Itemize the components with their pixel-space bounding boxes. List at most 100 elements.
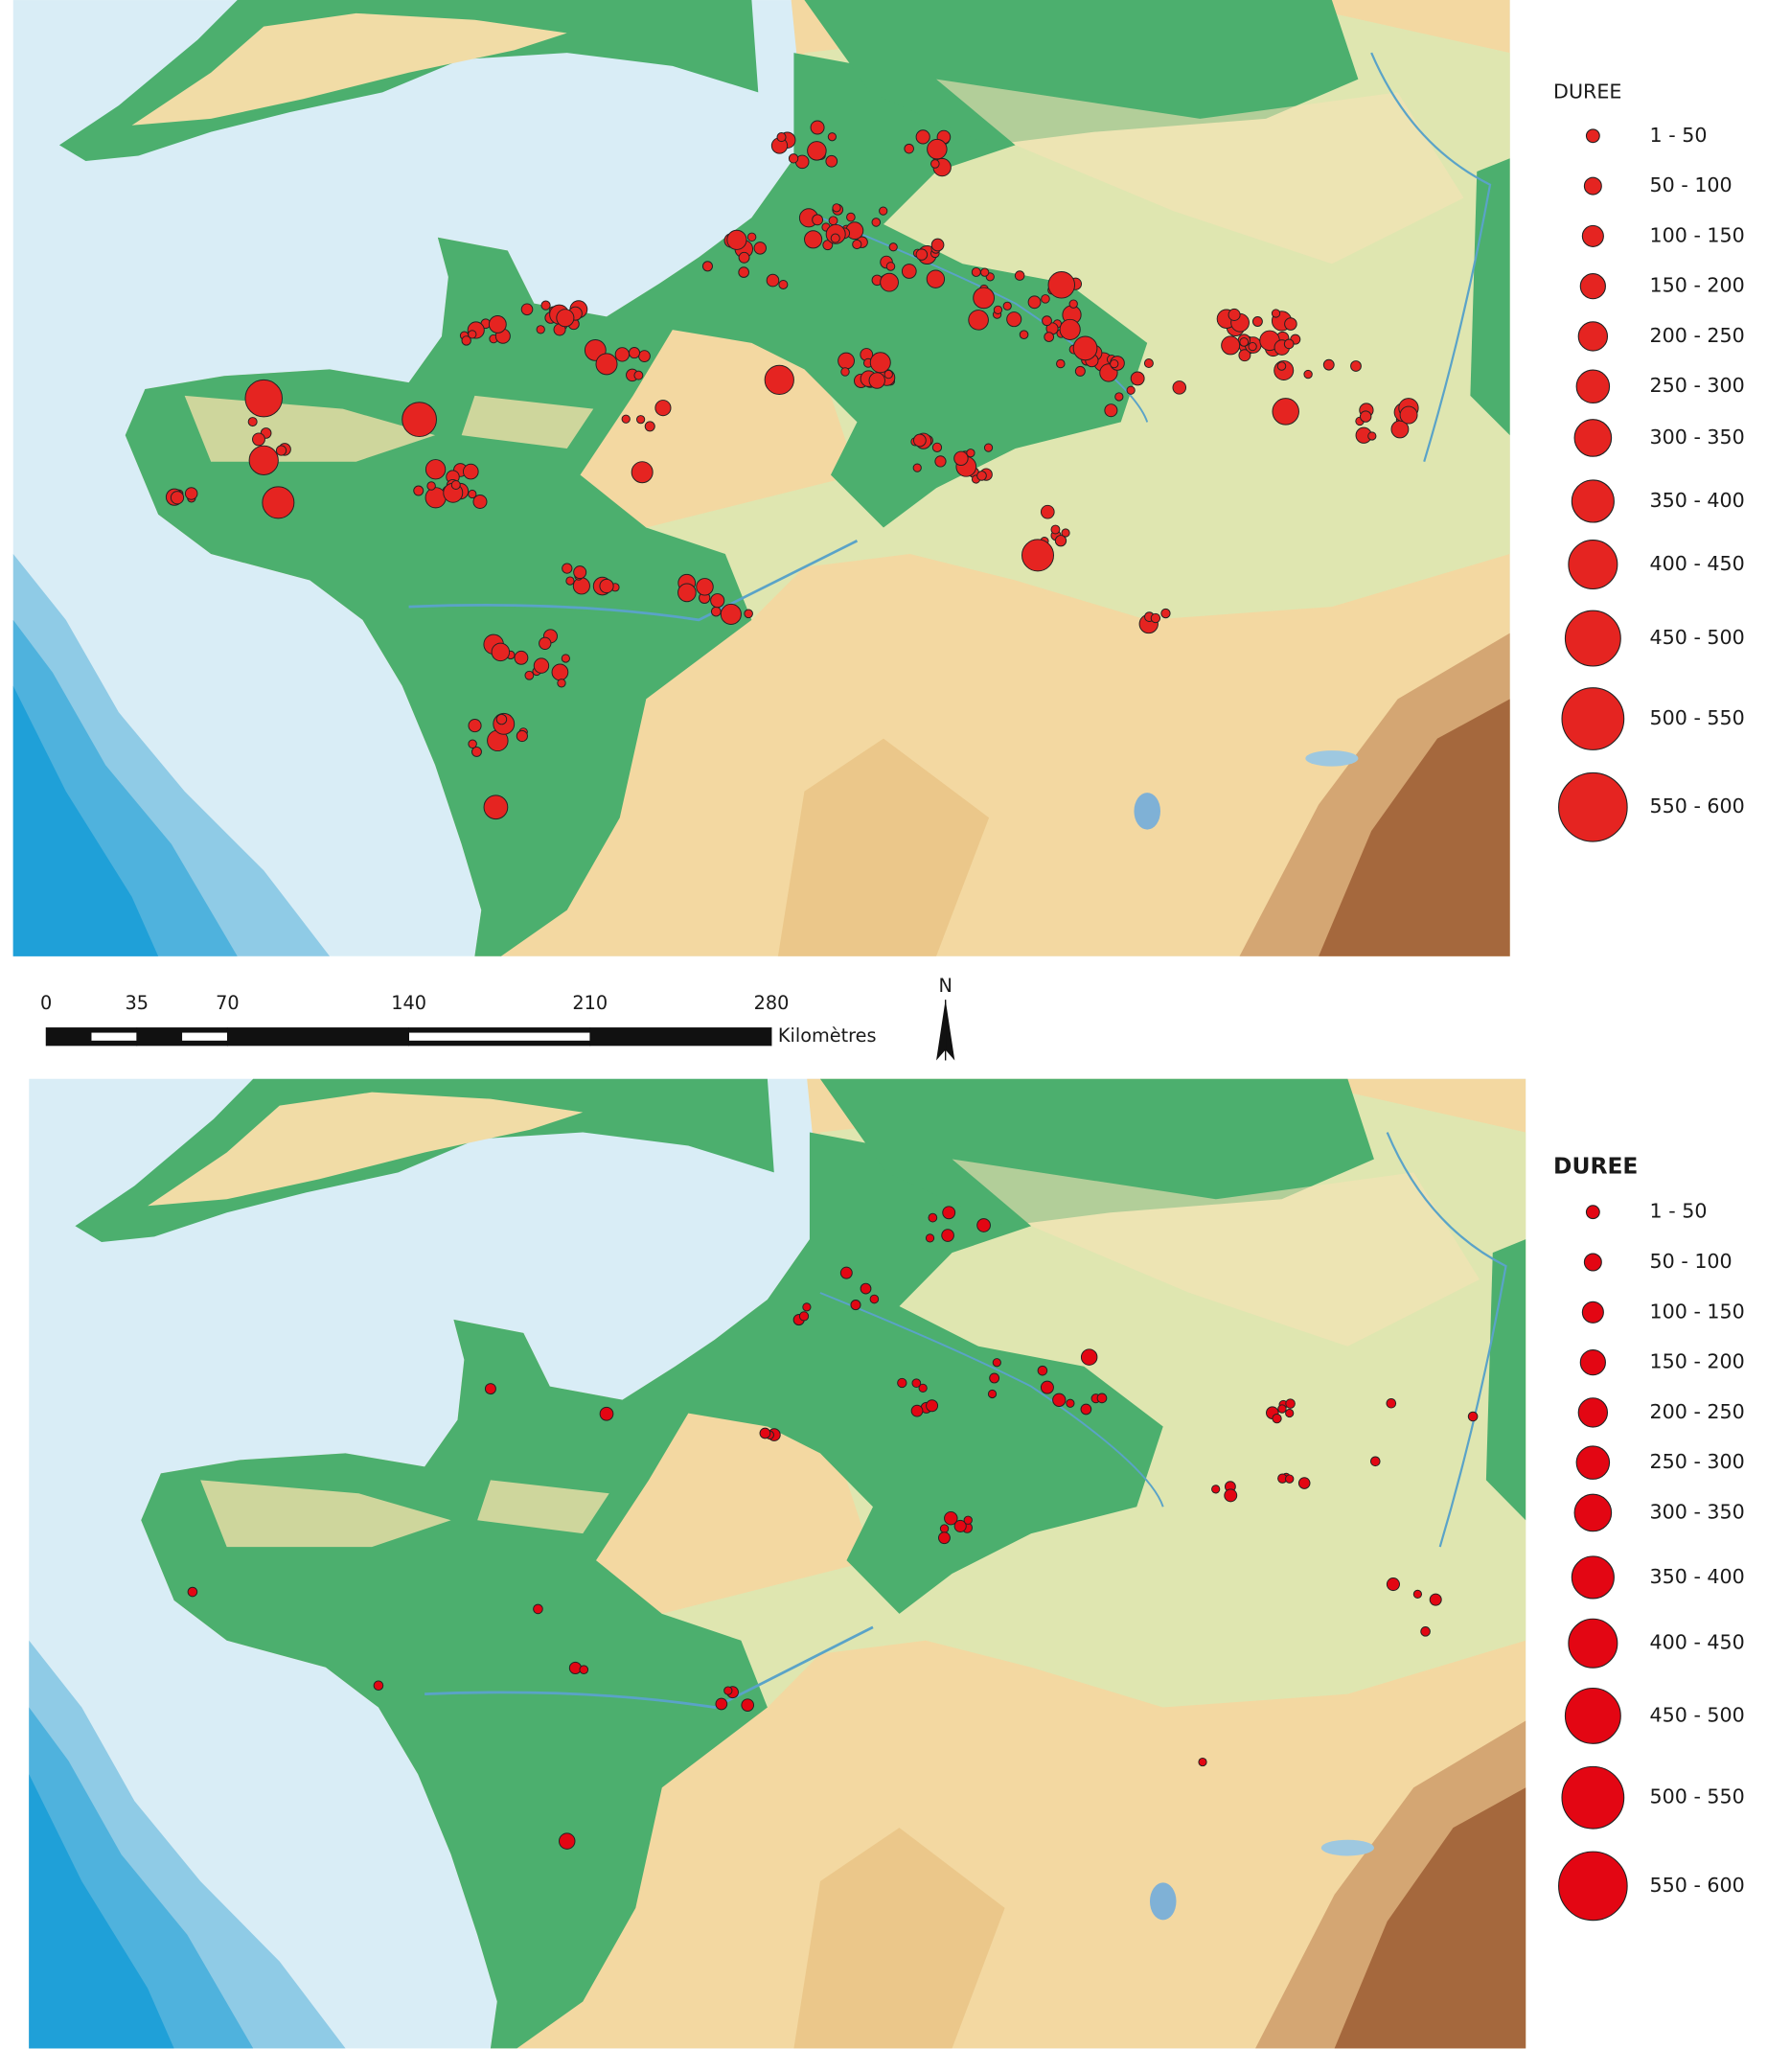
site	[1160, 608, 1171, 619]
site	[561, 654, 570, 663]
site	[802, 1302, 812, 1312]
site	[425, 487, 447, 509]
site	[926, 269, 946, 288]
site	[766, 273, 780, 288]
site	[1386, 1397, 1397, 1409]
site	[930, 238, 945, 252]
site	[710, 593, 725, 609]
site	[746, 232, 757, 242]
legend-label: 450 - 500	[1650, 626, 1745, 649]
site	[402, 402, 437, 438]
site	[852, 239, 862, 250]
legend-symbol	[1583, 1253, 1602, 1272]
site	[425, 459, 447, 480]
site	[915, 129, 930, 145]
site	[533, 657, 550, 674]
site	[1467, 1411, 1479, 1422]
site	[557, 679, 566, 688]
site	[825, 154, 838, 168]
site	[776, 132, 787, 143]
legend-label: 200 - 250	[1650, 324, 1745, 347]
legend-title: DUREE	[1553, 80, 1621, 103]
legend-label: 350 - 400	[1650, 1565, 1745, 1588]
site	[252, 432, 265, 447]
site	[723, 1686, 733, 1695]
site	[1429, 1593, 1442, 1606]
site	[778, 279, 789, 289]
site	[884, 369, 893, 380]
legend-label: 400 - 450	[1650, 552, 1745, 575]
site	[1114, 392, 1124, 402]
legend-label: 150 - 200	[1650, 274, 1745, 297]
site	[1272, 1414, 1282, 1424]
site	[565, 576, 575, 586]
site	[980, 267, 990, 277]
legend-symbol	[1571, 1555, 1615, 1600]
site	[888, 242, 898, 252]
site	[1037, 1365, 1048, 1376]
site	[741, 1698, 755, 1712]
site	[426, 481, 436, 491]
site	[470, 746, 482, 757]
site	[992, 1358, 1001, 1368]
site	[450, 480, 461, 490]
scale-tick-label: 70	[216, 992, 239, 1014]
site	[1042, 315, 1052, 327]
site	[1228, 308, 1241, 321]
site	[1150, 612, 1161, 624]
site	[911, 1378, 922, 1389]
site	[1002, 301, 1012, 311]
scale-unit: Kilomètres	[778, 1024, 877, 1047]
site	[953, 1519, 967, 1532]
scale-tick-label: 210	[572, 992, 608, 1014]
legend-symbol	[1561, 1765, 1625, 1830]
site	[788, 153, 799, 164]
site	[798, 1311, 810, 1322]
site	[1251, 316, 1263, 327]
site	[1096, 1393, 1108, 1404]
site	[1072, 335, 1098, 361]
legend-symbol	[1581, 224, 1604, 247]
site	[484, 1383, 496, 1395]
legend-label: 550 - 600	[1650, 794, 1745, 817]
site	[633, 370, 644, 380]
site	[184, 487, 198, 500]
site	[720, 603, 742, 625]
site	[764, 364, 794, 395]
site	[832, 203, 841, 213]
site	[483, 794, 509, 820]
legend-symbol	[1558, 1851, 1628, 1922]
site	[1285, 1474, 1295, 1484]
site	[599, 1406, 614, 1421]
site	[1074, 365, 1086, 377]
legend-symbol	[1585, 128, 1600, 144]
site	[1126, 385, 1136, 395]
site	[941, 1229, 954, 1242]
site	[1061, 528, 1070, 538]
site	[738, 251, 750, 264]
legend-symbol	[1585, 1205, 1600, 1220]
legend-label: 100 - 150	[1650, 1300, 1745, 1323]
site	[838, 352, 855, 370]
site	[461, 335, 471, 346]
site	[963, 1515, 973, 1525]
scale-tick-label: 280	[754, 992, 790, 1014]
site	[929, 159, 940, 169]
site	[993, 305, 1003, 314]
north-label: N	[938, 975, 952, 997]
legend-label: 150 - 200	[1650, 1350, 1745, 1373]
site	[901, 264, 917, 279]
site	[1040, 1380, 1054, 1394]
site	[539, 636, 552, 650]
site	[636, 415, 646, 425]
legend-symbol	[1579, 273, 1606, 300]
site	[1284, 317, 1297, 331]
scale-tick-label: 0	[40, 992, 52, 1014]
sites	[165, 120, 1419, 820]
site	[1019, 330, 1029, 340]
site	[1059, 318, 1081, 340]
site	[1369, 1456, 1381, 1467]
site	[520, 303, 534, 316]
site	[1322, 358, 1335, 371]
legend-symbol	[1581, 1301, 1604, 1324]
